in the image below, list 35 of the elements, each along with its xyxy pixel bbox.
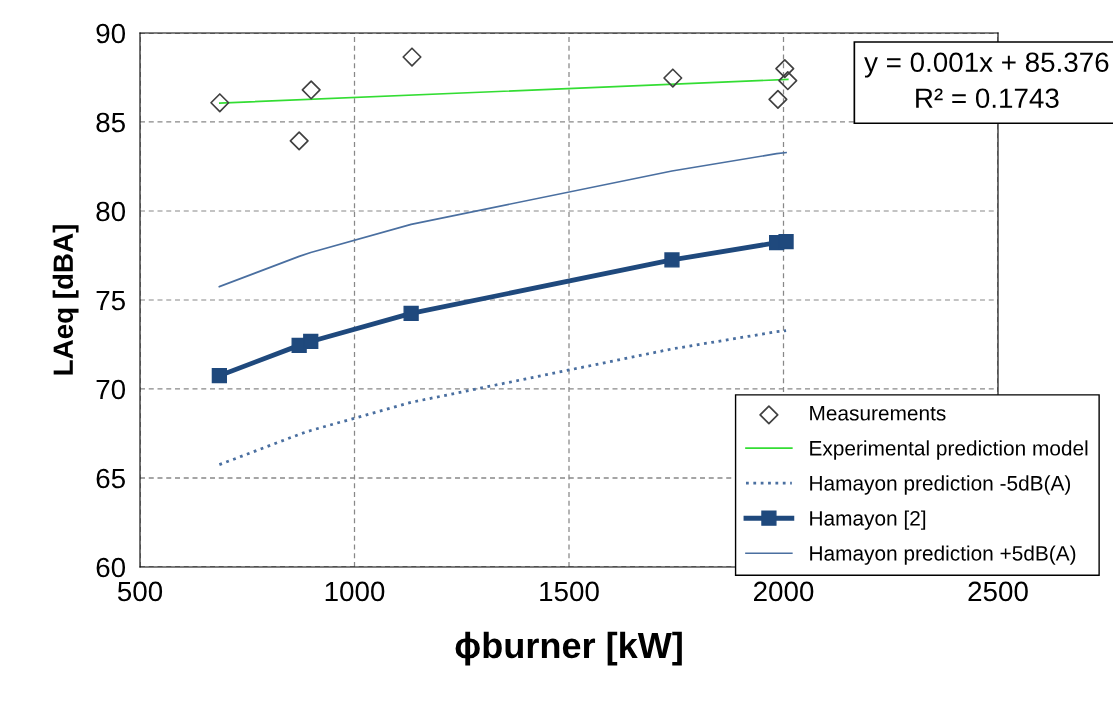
point [403, 305, 419, 321]
y-axis-title: LAeq [dBA] [52, 225, 79, 375]
point [663, 68, 683, 88]
point [301, 80, 321, 100]
x-tick-label: 1500 [540, 581, 599, 602]
legend-label: Hamayon prediction -5dB(A) [810, 475, 1071, 495]
x-tick-label: 2000 [754, 581, 814, 602]
line-series [217, 329, 788, 467]
point [303, 333, 319, 350]
point [210, 93, 230, 113]
point [768, 89, 788, 110]
y-tick-label: 90 [96, 23, 126, 44]
point [778, 233, 794, 250]
x-tick-label: 1000 [325, 581, 385, 602]
line-series [218, 151, 787, 288]
y-tick-label: 60 [96, 557, 126, 578]
point [775, 58, 795, 79]
legend-label: Experimental prediction model [810, 440, 1088, 460]
point [778, 71, 798, 91]
y-tick-label: 70 [96, 379, 126, 400]
x-axis-title: ϕburner [kW] [455, 631, 682, 666]
x-tick-label: 2500 [968, 581, 1028, 602]
point [664, 252, 680, 268]
legend-label: Hamayon [2] [810, 510, 926, 530]
point [289, 131, 309, 151]
x-tick-label: 500 [117, 581, 163, 602]
y-tick-label: 80 [96, 201, 126, 222]
legend-label: Measurements [810, 406, 946, 421]
y-tick-label: 75 [96, 290, 125, 311]
y-tick-label: 85 [96, 112, 125, 133]
y-tick-label: 65 [96, 468, 125, 489]
annotation: y = 0.001x + 85.376 R² = 0.1743 [864, 52, 1109, 109]
point [211, 368, 228, 384]
legend-label: Hamayon prediction +5dB(A) [810, 545, 1076, 565]
point [402, 47, 422, 67]
